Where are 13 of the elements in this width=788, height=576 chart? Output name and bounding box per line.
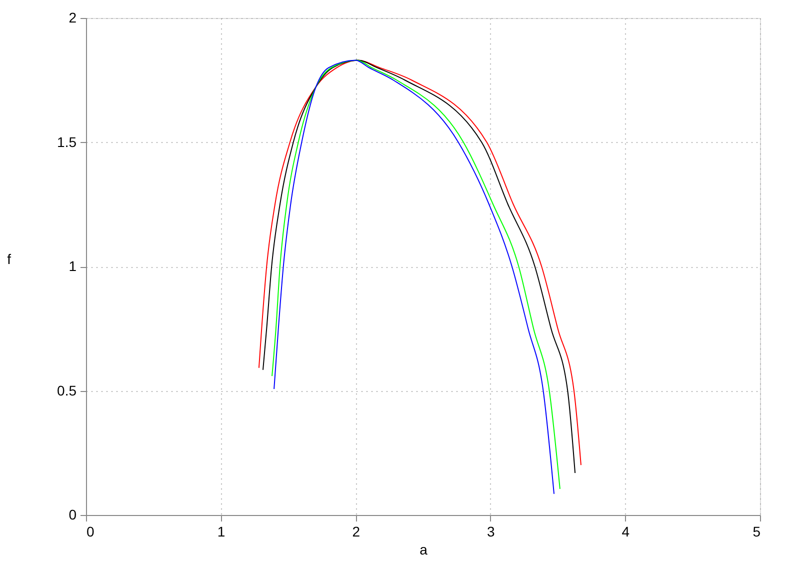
y-axis-title: f [7,251,12,267]
y-tick-label: 0 [68,506,77,522]
x-tick-label: 5 [752,524,761,540]
x-tick-label: 1 [217,524,226,540]
x-tick-label: 2 [352,524,360,540]
x-tick-label: 4 [622,524,630,540]
x-tick-label: 3 [487,524,495,540]
y-tick-label: 2 [68,10,77,26]
y-tick-label: 1 [68,258,77,274]
y-tick-label: 0.5 [57,382,77,398]
x-axis-title: a [420,542,428,558]
x-tick-label: 0 [86,524,94,540]
y-tick-label: 1.5 [57,134,77,150]
